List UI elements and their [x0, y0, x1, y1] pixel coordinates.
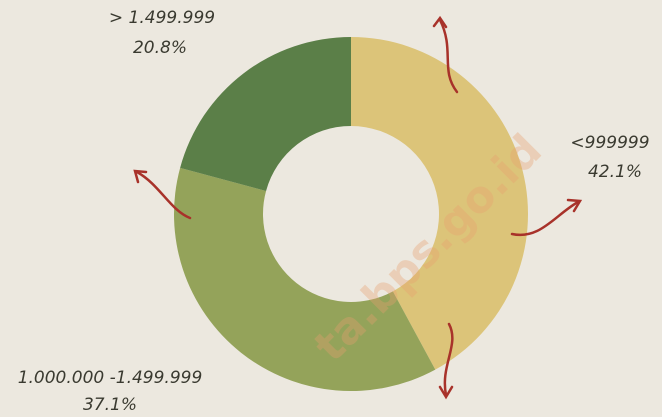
- chart: ta.bps.go.id <999999 42.1% 1.000.000 -1.…: [0, 0, 662, 417]
- value-label: 37.1%: [83, 395, 137, 415]
- category-label: <999999: [570, 133, 649, 153]
- value-label: 42.1%: [588, 162, 642, 182]
- category-label: 1.000.000 -1.499.999: [18, 368, 203, 388]
- value-label: 20.8%: [133, 38, 187, 58]
- category-label: > 1.499.999: [109, 8, 215, 28]
